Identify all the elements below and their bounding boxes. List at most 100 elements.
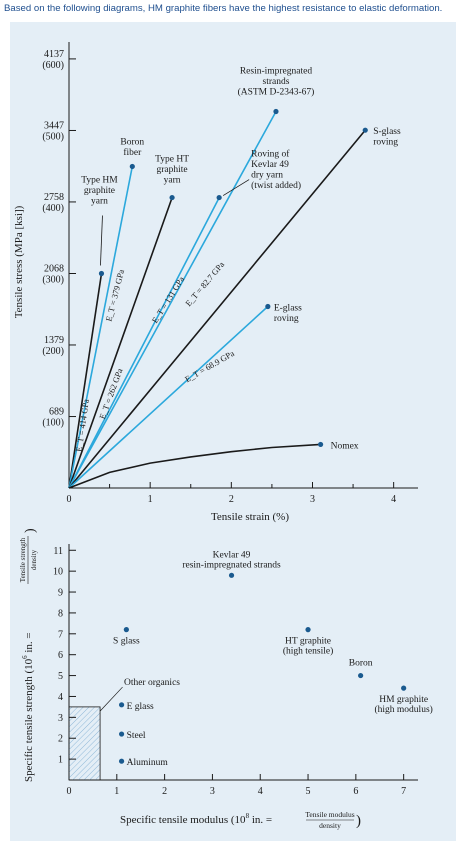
y-tick-sub: (300) xyxy=(42,275,64,286)
series-label-line: E-glass xyxy=(274,303,302,313)
x-title-exp: 8 xyxy=(246,812,250,820)
x-tick-label: 0 xyxy=(67,494,72,505)
scatter-point xyxy=(401,685,407,691)
y-tick-label: 10 xyxy=(53,567,63,578)
scatter-point xyxy=(118,702,125,708)
scatter-label: HM graphite xyxy=(379,695,428,705)
scatter-label: HT graphite xyxy=(285,637,331,647)
series-label-line: Roving of xyxy=(251,149,290,160)
y-tick-label: 5 xyxy=(58,671,63,682)
series-line xyxy=(68,111,277,489)
scatter-label: Boron xyxy=(349,659,373,669)
x-title-den: density xyxy=(319,821,341,830)
svg-text:Specific tensile modulus (108: Specific tensile modulus (108 in. = xyxy=(120,812,272,826)
series-end-point xyxy=(273,108,279,115)
x-tick-label: 1 xyxy=(114,786,119,797)
modulus-label: E_T = 82.7 GPa xyxy=(183,259,226,308)
series-line xyxy=(68,129,366,489)
scatter-label: (high modulus) xyxy=(374,704,432,715)
series-label-line: Type HT xyxy=(155,155,189,165)
series-label-line: graphite xyxy=(84,186,115,196)
x-title-num: Tensile modulus xyxy=(305,810,354,819)
y-title-main: Specific tensile strength (10 xyxy=(23,658,35,782)
x-tick-label: 2 xyxy=(162,786,167,797)
x-tick-label: 2 xyxy=(229,494,234,505)
series-label-line: Resin-impregnated xyxy=(240,66,313,76)
y-tick-label: 3447 xyxy=(44,120,64,131)
modulus-label: E_T = 414 GPa xyxy=(74,398,91,452)
series-label-line: Boron xyxy=(120,137,144,147)
series-label-line: fiber xyxy=(123,147,142,158)
y-tick-label: 8 xyxy=(58,608,63,619)
x-title-main: Specific tensile modulus (10 xyxy=(120,814,246,826)
hm-leader xyxy=(100,215,103,266)
scatter-label: (high tensile) xyxy=(283,646,333,657)
series-end-point xyxy=(216,194,222,201)
series-label-line: roving xyxy=(373,138,398,148)
modulus-label: E_T = 68.9 GPa xyxy=(183,348,236,384)
top-ticks: 0 1 2 3 4 4137(600) 3447(500) 2758(400) 2068(300… xyxy=(42,49,396,505)
other-organics-leader xyxy=(99,686,123,712)
series-label-line: dry yarn xyxy=(251,171,283,181)
scatter-point xyxy=(305,627,311,633)
y-tick-label: 6 xyxy=(58,650,63,661)
y-tick-sub: (200) xyxy=(42,346,64,357)
x-tick-label: 7 xyxy=(401,786,406,797)
y-tick-label: 1379 xyxy=(44,335,64,346)
scatter-point xyxy=(118,758,125,764)
x-tick-label: 5 xyxy=(306,786,311,797)
scatter-point xyxy=(123,627,129,633)
x-title-unit: in. = xyxy=(249,814,272,826)
series-label-nomex: Nomex xyxy=(331,441,359,451)
y-tick-sub: (600) xyxy=(42,60,64,71)
y-axis-title: Specific tensile strength (106 in. = Ten… xyxy=(19,528,38,782)
y-title-den: density xyxy=(30,549,38,570)
scatter-label: S glass xyxy=(113,637,140,647)
y-tick-label: 9 xyxy=(58,588,63,599)
top-series-lines xyxy=(68,108,368,489)
specific-strength-chart: Other organics 0 1 2 3 4 5 6 7 1 2 3 4 5 6 7 8 9 10 11 Kev… xyxy=(19,528,433,830)
x-tick-label: 6 xyxy=(353,786,358,797)
series-label-line: S-glass xyxy=(373,127,401,137)
x-tick-label: 1 xyxy=(148,494,153,505)
modulus-label: E_T = 131 GPa xyxy=(150,274,187,324)
y-tick-sub: (500) xyxy=(42,131,64,142)
x-axis-title: Specific tensile modulus (108 in. = Tens… xyxy=(120,810,361,830)
scatter-label: Steel xyxy=(127,731,146,741)
scatter-label: E glass xyxy=(127,702,154,712)
y-axis-title: Tensile stress (MPa [ksi]) xyxy=(13,205,25,318)
x-title-paren: ) xyxy=(356,813,361,829)
series-label-line: graphite xyxy=(157,165,188,175)
series-label-line: Type HM xyxy=(81,176,118,186)
y-tick-label: 2758 xyxy=(44,192,64,203)
y-tick-label: 7 xyxy=(58,629,63,640)
scatter-point xyxy=(358,672,364,679)
x-tick-label: 4 xyxy=(391,494,396,505)
series-label-line: yarn xyxy=(164,176,181,186)
y-tick-label: 1 xyxy=(58,755,63,766)
y-tick-label: 2 xyxy=(58,734,63,745)
question-text: Based on the following diagrams, HM grap… xyxy=(4,3,443,14)
x-tick-label: 0 xyxy=(67,786,72,797)
x-axis-title: Tensile strain (%) xyxy=(211,511,289,523)
kevlar-leader xyxy=(222,179,250,196)
y-tick-label: 11 xyxy=(53,546,63,557)
series-line xyxy=(68,273,103,489)
series-line xyxy=(68,197,220,489)
figure: Tensile stress (MPa [ksi]) Tensile strai… xyxy=(13,42,433,830)
series-end-point xyxy=(265,303,271,310)
series-label-line: roving xyxy=(274,314,299,324)
series-line xyxy=(68,197,173,489)
series-label-line: Kevlar 49 xyxy=(251,160,289,170)
y-tick-label: 689 xyxy=(49,407,64,418)
scatter-label: Kevlar 49 xyxy=(213,550,251,560)
y-title-num: Tensile strength xyxy=(19,537,27,582)
other-organics-label: Other organics xyxy=(124,678,180,688)
series-end-point xyxy=(129,163,135,170)
x-tick-label: 3 xyxy=(210,786,215,797)
series-label-line: (twist added) xyxy=(251,180,301,191)
scatter-point xyxy=(228,572,235,578)
series-end-point xyxy=(98,270,105,277)
